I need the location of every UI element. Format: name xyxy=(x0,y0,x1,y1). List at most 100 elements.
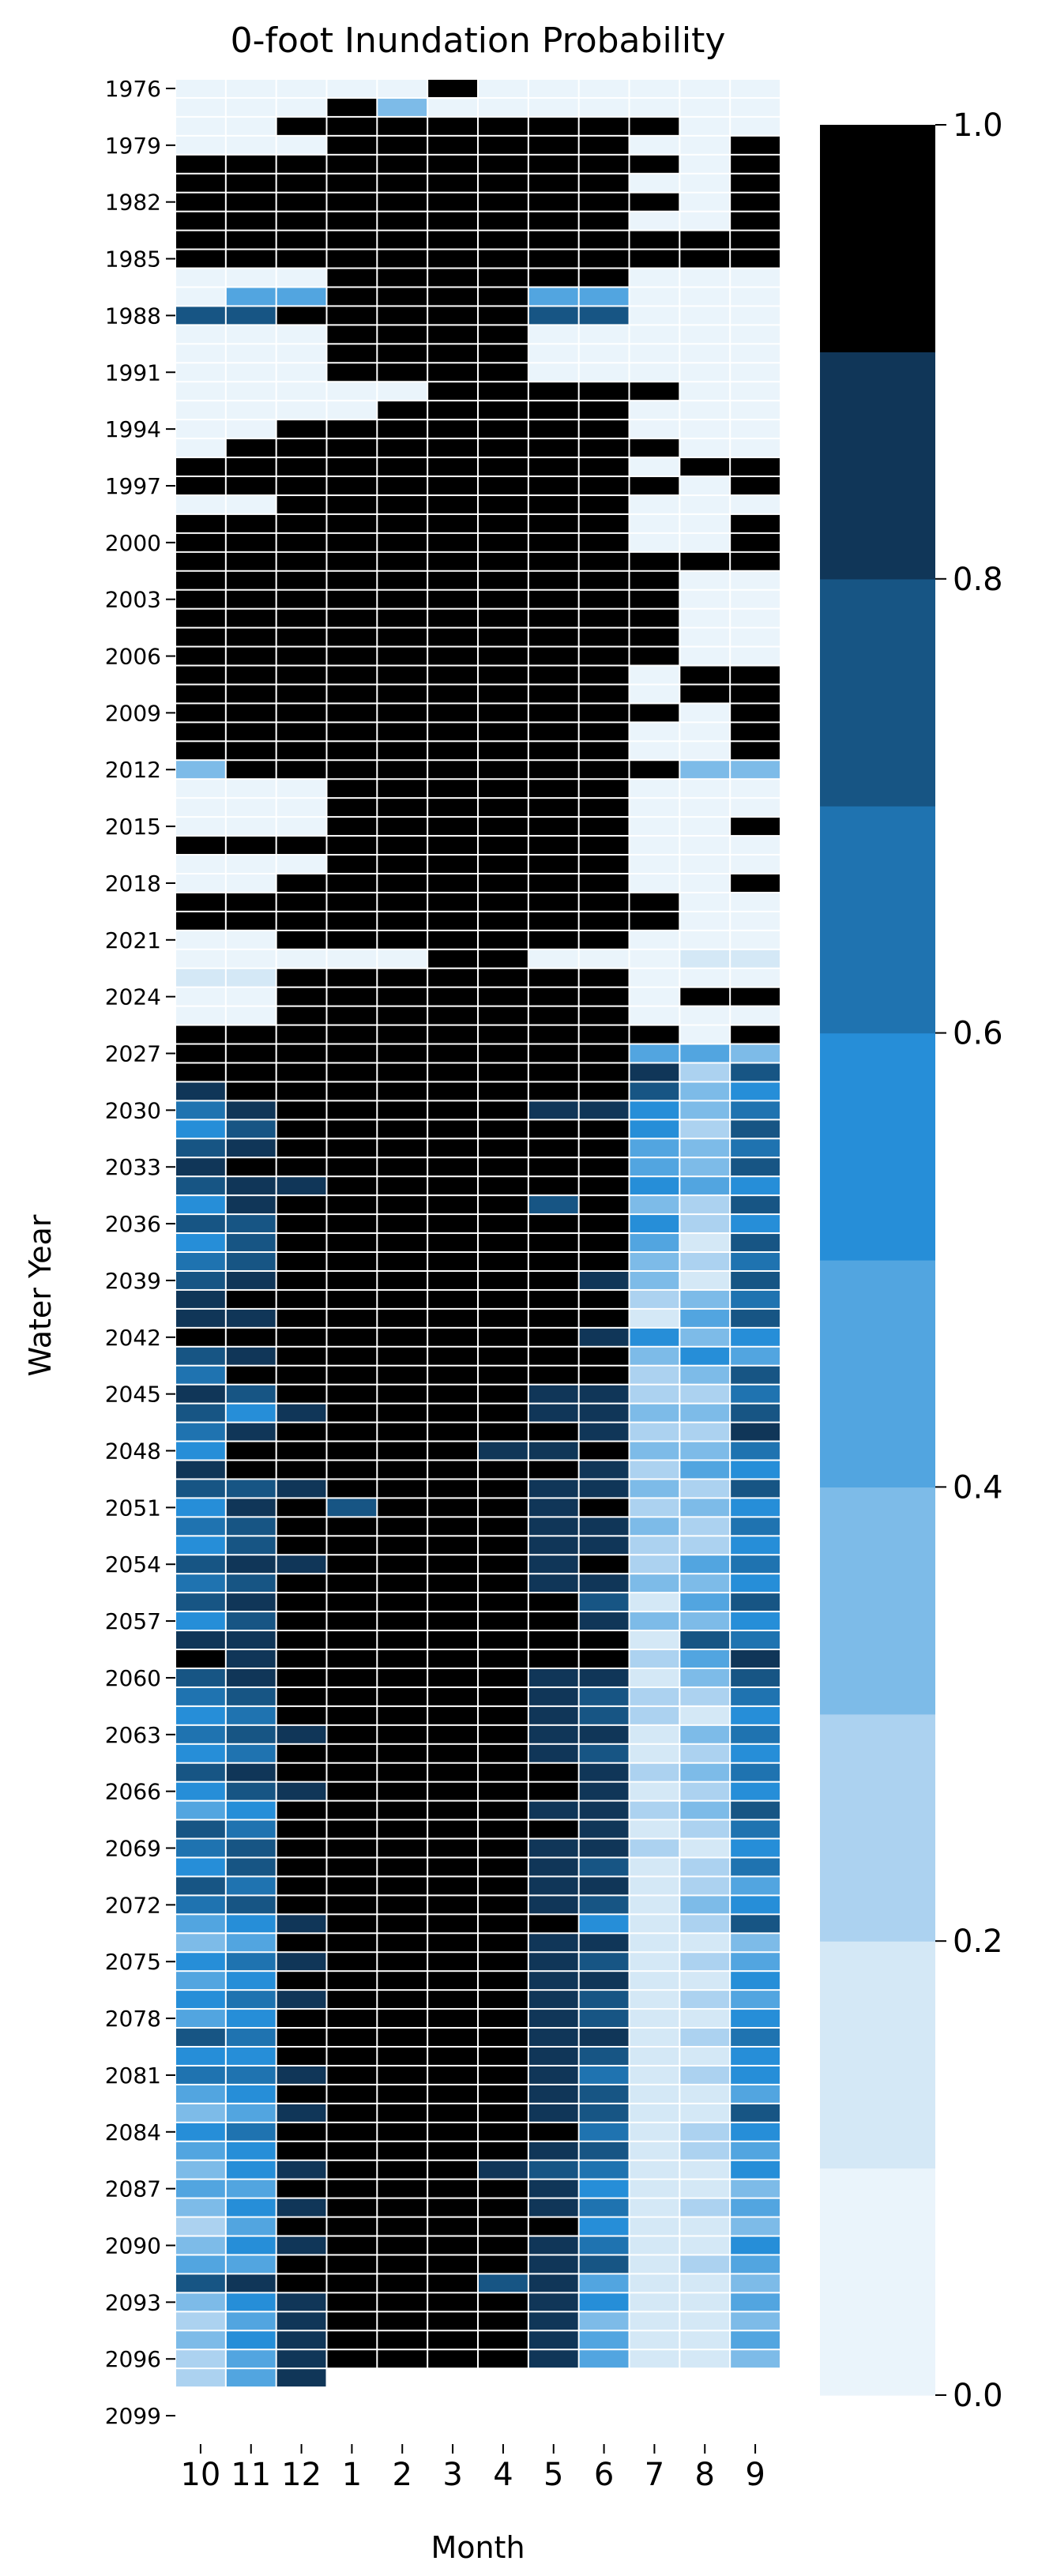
heatmap-cell xyxy=(276,571,326,589)
heatmap-cell xyxy=(176,1687,225,1705)
heatmap-cell xyxy=(680,1366,730,1384)
heatmap-cell xyxy=(579,2236,629,2254)
heatmap-cell xyxy=(276,1877,326,1895)
heatmap-cell xyxy=(579,1404,629,1422)
heatmap-cell xyxy=(176,2274,225,2292)
heatmap-cell xyxy=(680,212,730,230)
heatmap-cell xyxy=(528,98,578,116)
heatmap-cell xyxy=(731,590,780,608)
y-tick-label: 1988 xyxy=(105,303,161,329)
heatmap-cell xyxy=(680,458,730,476)
heatmap-cell xyxy=(378,1782,427,1800)
heatmap-cell xyxy=(528,609,578,627)
heatmap-cell xyxy=(276,1782,326,1800)
heatmap-cell xyxy=(276,647,326,665)
heatmap-cell xyxy=(528,1706,578,1724)
heatmap-cell xyxy=(630,987,679,1006)
heatmap-cell xyxy=(378,1366,427,1384)
heatmap-cell xyxy=(528,231,578,249)
heatmap-cell xyxy=(176,2236,225,2254)
heatmap-cell xyxy=(528,2179,578,2198)
heatmap-cell xyxy=(327,325,377,344)
heatmap-cell xyxy=(378,1101,427,1119)
heatmap-cell xyxy=(731,704,780,722)
heatmap-cell xyxy=(276,1896,326,1914)
heatmap-cell xyxy=(226,1555,276,1574)
heatmap-cell xyxy=(428,325,477,344)
heatmap-cell xyxy=(528,1385,578,1403)
heatmap-cell xyxy=(428,1953,477,1971)
heatmap-cell xyxy=(327,1858,377,1876)
heatmap-cell xyxy=(226,552,276,570)
heatmap-cell xyxy=(630,1991,679,2009)
heatmap-cell xyxy=(276,1744,326,1762)
heatmap-cell xyxy=(579,98,629,116)
heatmap-cell xyxy=(276,1404,326,1422)
heatmap-cell xyxy=(680,1461,730,1479)
heatmap-cell xyxy=(579,1877,629,1895)
heatmap-cell xyxy=(579,1517,629,1536)
heatmap-cell xyxy=(276,1839,326,1857)
heatmap-cell xyxy=(378,2010,427,2028)
heatmap-cell xyxy=(579,1858,629,1876)
heatmap-cell xyxy=(428,1423,477,1441)
heatmap-cell xyxy=(226,1404,276,1422)
heatmap-cell xyxy=(276,2066,326,2084)
y-tick-label: 2006 xyxy=(105,644,161,670)
heatmap-cell xyxy=(276,1725,326,1743)
heatmap-cell xyxy=(327,856,377,873)
heatmap-cell xyxy=(176,1877,225,1895)
heatmap-cell xyxy=(428,1290,477,1308)
heatmap-cell xyxy=(630,1196,679,1214)
heatmap-cell xyxy=(680,1763,730,1781)
heatmap-cell xyxy=(327,363,377,382)
heatmap-cell xyxy=(428,2104,477,2122)
heatmap-cell xyxy=(176,685,225,703)
heatmap-cell xyxy=(630,1612,679,1630)
heatmap-cell xyxy=(630,1328,679,1346)
heatmap-cell xyxy=(680,193,730,211)
heatmap-cell xyxy=(378,1234,427,1252)
y-tick-label: 1985 xyxy=(105,246,161,273)
heatmap-cell xyxy=(428,1044,477,1062)
heatmap-cell xyxy=(276,401,326,419)
heatmap-cell xyxy=(378,1044,427,1062)
heatmap-cell xyxy=(731,117,780,135)
heatmap-cell xyxy=(378,1461,427,1479)
heatmap-cell xyxy=(528,856,578,873)
heatmap-cell xyxy=(226,2085,276,2103)
heatmap-cell xyxy=(731,1215,780,1233)
heatmap-cell xyxy=(378,212,427,230)
heatmap-cell xyxy=(378,1328,427,1346)
heatmap-cell xyxy=(579,1347,629,1365)
heatmap-cell xyxy=(630,1744,679,1762)
heatmap-cell xyxy=(226,968,276,987)
heatmap-cell xyxy=(378,1253,427,1270)
heatmap-cell xyxy=(731,1385,780,1403)
heatmap-cell xyxy=(680,1480,730,1498)
heatmap-cell xyxy=(327,2293,377,2311)
heatmap-cell xyxy=(327,1271,377,1289)
heatmap-cell xyxy=(276,2085,326,2103)
heatmap-cell xyxy=(731,98,780,116)
heatmap-cell xyxy=(428,818,477,836)
heatmap-cell xyxy=(276,1006,326,1025)
heatmap-cell xyxy=(327,288,377,306)
heatmap-cell xyxy=(579,1101,629,1119)
heatmap-cell xyxy=(276,950,326,968)
heatmap-cell xyxy=(479,1801,528,1819)
heatmap-cell xyxy=(327,1953,377,1971)
x-axis-ticks: 10 11 12 1 2 3 4 5 6 7 8 9 xyxy=(180,2444,765,2493)
heatmap-cell xyxy=(528,931,578,949)
heatmap-cell xyxy=(226,1101,276,1119)
heatmap-cell xyxy=(630,1385,679,1403)
heatmap-cell xyxy=(327,1687,377,1705)
heatmap-cell xyxy=(378,1934,427,1952)
heatmap-cell xyxy=(680,306,730,325)
heatmap-cell xyxy=(528,1536,578,1555)
heatmap-cell xyxy=(630,363,679,382)
heatmap-cell xyxy=(528,2236,578,2254)
heatmap-cell xyxy=(479,1782,528,1800)
heatmap-cell xyxy=(479,2123,528,2141)
